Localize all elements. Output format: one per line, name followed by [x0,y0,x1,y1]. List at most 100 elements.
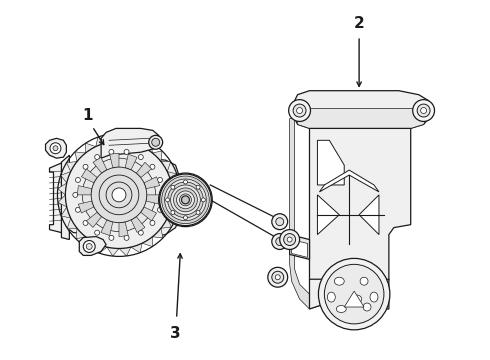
Polygon shape [310,279,389,309]
Ellipse shape [124,235,129,240]
Polygon shape [86,212,101,228]
Polygon shape [318,195,339,235]
Polygon shape [125,154,137,170]
Ellipse shape [360,277,368,285]
Ellipse shape [420,108,427,113]
Polygon shape [96,243,107,253]
Ellipse shape [268,267,288,287]
Ellipse shape [284,234,295,246]
Ellipse shape [171,185,175,189]
Ellipse shape [287,237,292,242]
Ellipse shape [363,303,371,311]
Polygon shape [79,237,106,255]
Ellipse shape [275,275,280,280]
Ellipse shape [95,154,99,159]
Polygon shape [67,162,77,172]
Ellipse shape [75,207,80,212]
Polygon shape [152,228,163,238]
Ellipse shape [276,218,284,226]
Ellipse shape [106,182,132,208]
Ellipse shape [173,188,197,212]
Polygon shape [119,247,131,256]
Polygon shape [86,143,96,153]
Ellipse shape [138,154,143,159]
Ellipse shape [83,164,88,169]
Ellipse shape [327,292,335,302]
Ellipse shape [176,191,195,209]
Polygon shape [61,172,71,183]
Ellipse shape [95,230,99,235]
Polygon shape [61,207,71,218]
Ellipse shape [109,149,114,154]
Polygon shape [146,195,161,204]
Polygon shape [86,237,96,247]
Ellipse shape [160,174,211,226]
Polygon shape [144,177,160,189]
Polygon shape [101,220,113,235]
Ellipse shape [162,176,209,224]
Ellipse shape [83,240,95,252]
Polygon shape [58,195,67,207]
Ellipse shape [336,306,346,312]
Polygon shape [93,157,107,173]
Polygon shape [161,218,171,228]
Ellipse shape [353,295,362,303]
Ellipse shape [65,141,172,248]
Polygon shape [61,155,180,239]
Ellipse shape [318,258,390,330]
Polygon shape [81,169,97,183]
Ellipse shape [160,192,165,197]
Polygon shape [67,218,77,228]
Ellipse shape [82,158,156,231]
Polygon shape [46,138,66,158]
Polygon shape [171,183,180,195]
Polygon shape [292,239,308,257]
Polygon shape [110,153,119,168]
Ellipse shape [370,292,378,302]
Ellipse shape [152,138,160,146]
Ellipse shape [413,100,435,121]
Ellipse shape [149,135,163,149]
Ellipse shape [179,194,192,206]
Ellipse shape [124,149,129,154]
Ellipse shape [53,146,58,151]
Ellipse shape [86,243,92,249]
Polygon shape [142,143,152,153]
Polygon shape [58,183,67,195]
Ellipse shape [157,177,163,183]
Polygon shape [107,247,119,256]
Polygon shape [294,91,429,129]
Polygon shape [152,151,162,162]
Ellipse shape [324,264,384,324]
Ellipse shape [150,220,155,225]
Polygon shape [167,172,177,183]
Ellipse shape [50,143,61,154]
Polygon shape [49,162,70,235]
Ellipse shape [73,192,78,197]
Ellipse shape [272,214,288,230]
Polygon shape [171,195,180,207]
Polygon shape [77,186,92,195]
Ellipse shape [280,230,299,249]
Ellipse shape [272,271,284,283]
Polygon shape [297,100,429,129]
Polygon shape [167,207,177,218]
Polygon shape [107,134,119,143]
Polygon shape [119,134,131,143]
Text: 1: 1 [82,108,93,123]
Ellipse shape [183,216,188,220]
Ellipse shape [109,235,114,240]
Polygon shape [76,228,86,239]
Text: 3: 3 [170,326,181,341]
Polygon shape [359,195,379,235]
Polygon shape [161,162,171,172]
Ellipse shape [201,198,205,202]
Ellipse shape [83,220,88,225]
Ellipse shape [289,100,311,121]
Polygon shape [310,129,411,309]
Polygon shape [75,152,86,162]
Polygon shape [119,222,128,237]
Polygon shape [344,291,364,307]
Polygon shape [319,170,379,192]
Ellipse shape [166,198,170,202]
